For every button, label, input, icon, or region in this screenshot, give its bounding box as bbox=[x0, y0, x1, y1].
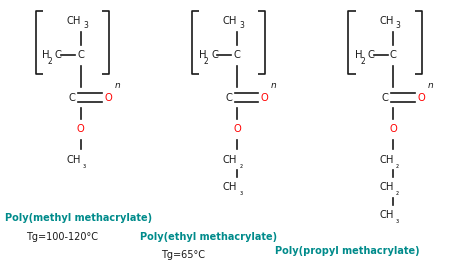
Text: O: O bbox=[77, 124, 84, 134]
Text: O: O bbox=[417, 93, 425, 103]
Text: CH: CH bbox=[223, 182, 237, 192]
Text: C: C bbox=[55, 50, 62, 60]
Text: H: H bbox=[199, 50, 206, 60]
Text: ₃: ₃ bbox=[83, 161, 86, 169]
Text: C: C bbox=[225, 93, 232, 103]
Text: C: C bbox=[368, 50, 375, 60]
Text: H: H bbox=[42, 50, 50, 60]
Text: C: C bbox=[382, 93, 389, 103]
Text: 2: 2 bbox=[47, 57, 52, 66]
Text: CH: CH bbox=[379, 182, 393, 192]
Text: ₂: ₂ bbox=[396, 161, 399, 169]
Text: O: O bbox=[261, 93, 268, 103]
Text: C: C bbox=[390, 50, 397, 60]
Text: Poly(ethyl methacrylate): Poly(ethyl methacrylate) bbox=[140, 232, 277, 242]
Text: n: n bbox=[428, 81, 433, 89]
Text: Tg=65°C: Tg=65°C bbox=[161, 250, 205, 260]
Text: ₃: ₃ bbox=[396, 216, 399, 225]
Text: C: C bbox=[77, 50, 84, 60]
Text: 3: 3 bbox=[239, 21, 244, 30]
Text: CH: CH bbox=[223, 16, 237, 26]
Text: Poly(methyl methacrylate): Poly(methyl methacrylate) bbox=[5, 213, 152, 223]
Text: Poly(propyl methacrylate): Poly(propyl methacrylate) bbox=[275, 246, 419, 256]
Text: O: O bbox=[390, 124, 397, 134]
Text: CH: CH bbox=[379, 210, 393, 220]
Text: ₂: ₂ bbox=[239, 161, 243, 169]
Text: CH: CH bbox=[66, 16, 81, 26]
Text: n: n bbox=[271, 81, 277, 89]
Text: n: n bbox=[115, 81, 120, 89]
Text: O: O bbox=[233, 124, 241, 134]
Text: 2: 2 bbox=[360, 57, 365, 66]
Text: ₃: ₃ bbox=[239, 188, 243, 197]
Text: C: C bbox=[211, 50, 219, 60]
Text: Tg=100-120°C: Tg=100-120°C bbox=[26, 232, 98, 242]
Text: CH: CH bbox=[223, 155, 237, 165]
Text: CH: CH bbox=[379, 16, 393, 26]
Text: C: C bbox=[234, 50, 240, 60]
Text: 3: 3 bbox=[83, 21, 88, 30]
Text: C: C bbox=[69, 93, 76, 103]
Text: 2: 2 bbox=[204, 57, 209, 66]
Text: CH: CH bbox=[66, 155, 81, 165]
Text: CH: CH bbox=[379, 155, 393, 165]
Text: O: O bbox=[104, 93, 112, 103]
Text: ₂: ₂ bbox=[396, 188, 399, 197]
Text: H: H bbox=[355, 50, 363, 60]
Text: 3: 3 bbox=[396, 21, 401, 30]
